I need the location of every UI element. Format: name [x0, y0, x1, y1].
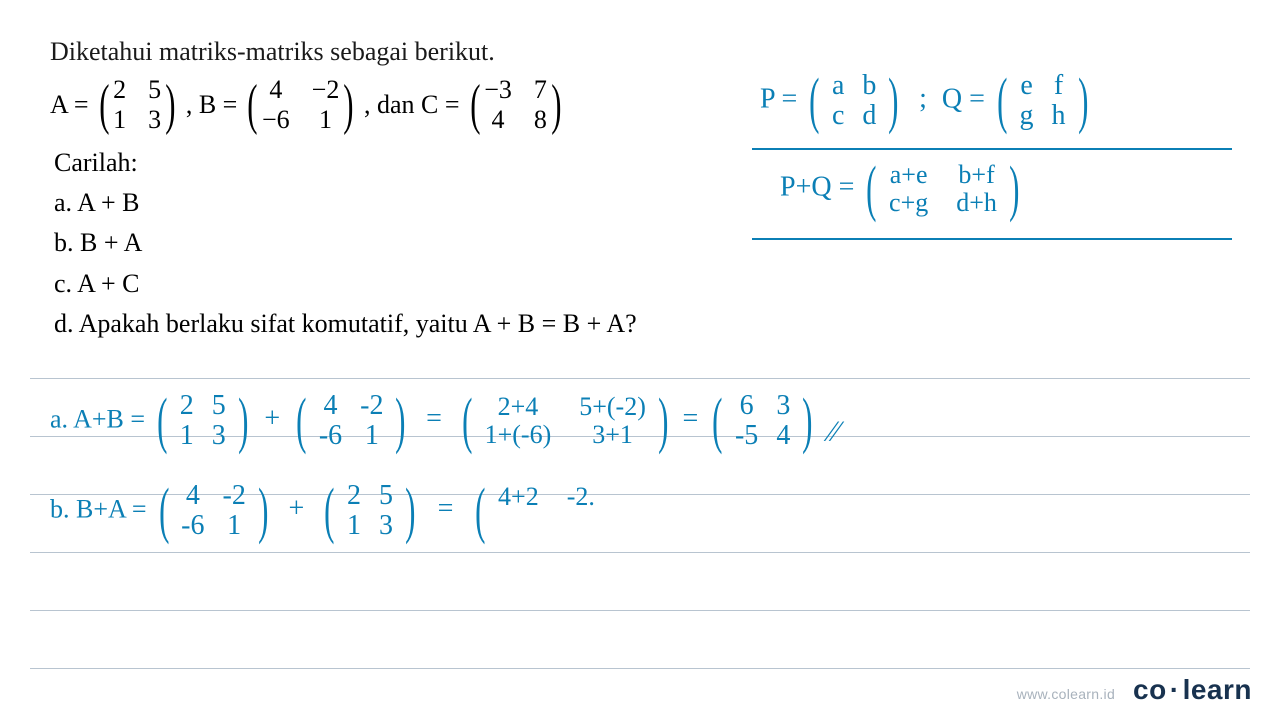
hand-PQ-sum: P+Q = ( a+eb+f c+gd+h ) — [780, 162, 1025, 216]
rule-line — [30, 552, 1250, 553]
intro-text: Diketahui matriks-matriks sebagai beriku… — [50, 34, 1230, 69]
sep-B: , B = — [186, 90, 238, 120]
question-c: c. A + C — [50, 264, 1230, 304]
question-b: b. B + A — [50, 223, 1230, 263]
A-label: A = — [50, 90, 89, 120]
matrix-C: ( −37 48 ) — [466, 75, 566, 135]
hand-solution-b: b. B+A = ( 4-2 -61 ) + ( 25 13 ) = ( 4+2… — [50, 482, 595, 540]
rule-line — [30, 610, 1250, 611]
hand-divider — [752, 148, 1232, 150]
question-a: a. A + B — [50, 183, 1230, 223]
hand-solution-a: a. A+B = ( 25 13 ) + ( 4-2 -61 ) = ( 2+4… — [50, 392, 839, 450]
footer: www.colearn.id co·learn — [1017, 674, 1252, 706]
hand-P-Q-def: P = ( ab cd ) ; Q = ( ef gh ) — [760, 72, 1093, 130]
question-d: d. Apakah berlaku sifat komutatif, yaitu… — [50, 304, 1230, 344]
footer-url: www.colearn.id — [1017, 686, 1115, 702]
matrix-B: ( 4−2 −61 ) — [243, 75, 358, 135]
problem-block: Diketahui matriks-matriks sebagai beriku… — [0, 0, 1280, 344]
colearn-logo: co·learn — [1133, 674, 1252, 706]
matrix-A: ( 25 13 ) — [95, 75, 180, 135]
sep-C: , dan C = — [364, 90, 460, 120]
tick-icon: ⁄⁄ — [825, 415, 839, 448]
rule-line — [30, 668, 1250, 669]
rule-line — [30, 378, 1250, 379]
questions-list: Carilah: a. A + B b. B + A c. A + C d. A… — [50, 143, 1230, 344]
hand-divider — [752, 238, 1232, 240]
